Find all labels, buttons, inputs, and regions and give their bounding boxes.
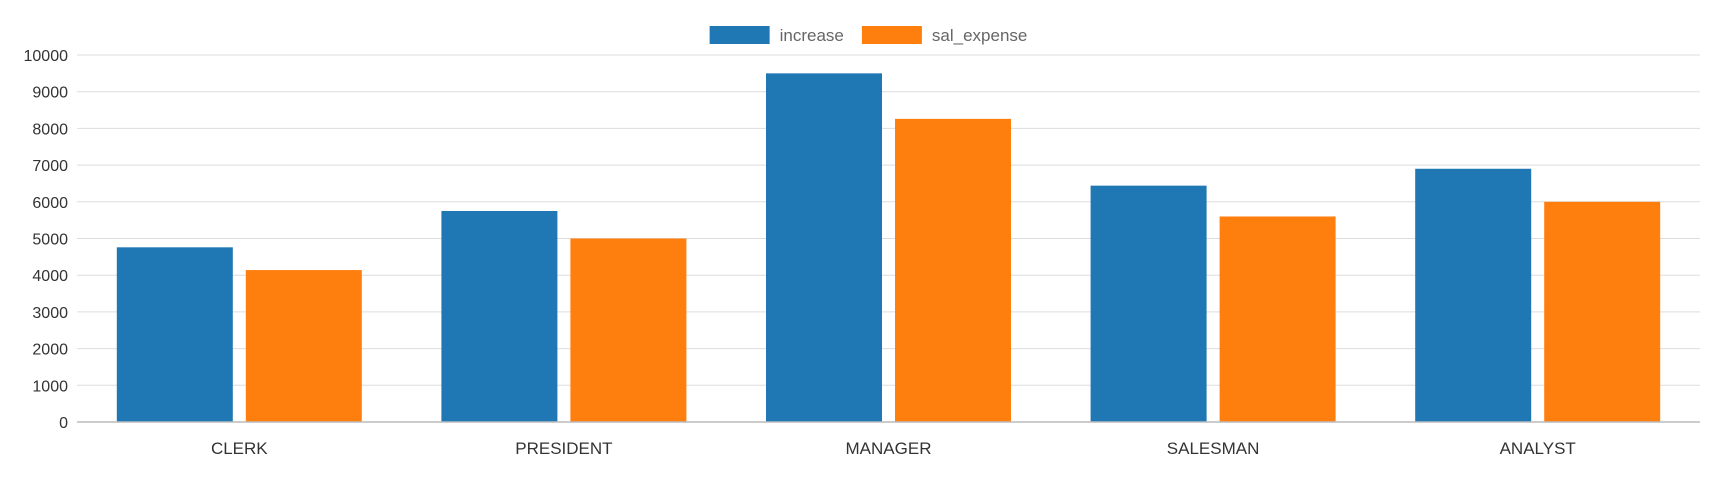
bar-sal-expense-president[interactable] <box>570 238 687 423</box>
y-tick-label: 9000 <box>32 85 68 102</box>
y-tick-label: 3000 <box>32 305 68 322</box>
y-tick-label: 2000 <box>32 342 68 359</box>
bar-sal-expense-analyst[interactable] <box>1544 201 1661 422</box>
bar-sal-expense-salesman[interactable] <box>1219 216 1336 422</box>
bar-increase-clerk[interactable] <box>116 247 233 422</box>
y-tick-label: 8000 <box>32 121 68 138</box>
bar-increase-manager[interactable] <box>766 73 882 422</box>
legend-label: increase <box>780 26 844 45</box>
y-tick-label: 5000 <box>32 232 68 249</box>
bar-sal-expense-manager[interactable] <box>895 118 1011 422</box>
legend-item-increase[interactable]: increase <box>709 26 844 45</box>
bar-increase-president[interactable] <box>441 210 558 422</box>
y-tick-label: 1000 <box>32 378 68 395</box>
bar-sal-expense-clerk[interactable] <box>245 270 362 422</box>
y-tick-label: 0 <box>59 415 68 432</box>
legend-swatch <box>709 26 770 44</box>
y-axis-ticks: 0 1000 2000 3000 4000 5000 6000 7000 8000 9000 100… <box>24 48 69 432</box>
bar-increase-salesman[interactable] <box>1090 185 1207 422</box>
x-category-label: CLERK <box>211 439 268 458</box>
legend-swatch <box>861 26 922 44</box>
x-category-label: MANAGER <box>846 439 932 458</box>
y-tick-label: 4000 <box>32 268 68 285</box>
bars <box>116 73 1661 423</box>
legend-item-sal-expense[interactable]: sal_expense <box>861 26 1027 45</box>
x-category-label: ANALYST <box>1500 439 1576 458</box>
x-category-label: SALESMAN <box>1167 439 1260 458</box>
x-axis-labels: CLERK PRESIDENT MANAGER SALESMAN ANALYST <box>211 439 1576 458</box>
y-tick-label: 7000 <box>32 158 68 175</box>
legend[interactable]: increase sal_expense <box>709 26 1028 45</box>
y-tick-label: 6000 <box>32 195 68 212</box>
legend-label: sal_expense <box>932 26 1027 45</box>
x-category-label: PRESIDENT <box>515 439 612 458</box>
y-tick-label: 10000 <box>24 48 69 65</box>
bar-increase-analyst[interactable] <box>1415 168 1532 422</box>
